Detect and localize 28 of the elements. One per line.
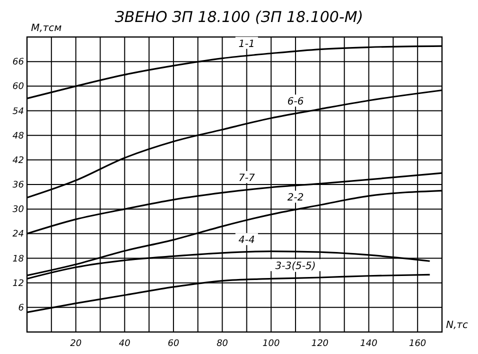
series-label: 3-3(5-5): [275, 261, 316, 272]
series-label: 1-1: [238, 38, 255, 50]
y-tick-label: 24: [12, 230, 24, 240]
series-label: 4-4: [238, 235, 255, 246]
y-tick-label: 48: [12, 131, 24, 142]
x-tick-label: 20: [70, 339, 82, 349]
x-tick-label: 60: [168, 339, 180, 349]
y-tick-label: 12: [12, 278, 24, 289]
x-axis-title: N,тс: [446, 320, 468, 331]
chart-title: ЗВЕНО ЗП 18.100 (ЗП 18.100-М): [114, 8, 364, 26]
y-tick-label: 18: [12, 254, 24, 264]
x-tick-label: 40: [118, 339, 131, 349]
x-tick-label: 120: [311, 339, 329, 349]
series-label: 7-7: [238, 173, 256, 184]
y-tick-label: 60: [12, 82, 24, 92]
x-tick-label: 160: [408, 339, 426, 349]
series-label: 6-6: [287, 96, 304, 108]
x-tick-label: 100: [262, 339, 280, 349]
y-tick-label: 54: [12, 106, 24, 117]
y-axis-title: М,тсм: [31, 23, 62, 34]
y-tick-label: 30: [12, 205, 24, 216]
x-tick-label: 140: [360, 339, 378, 349]
series-label: 2-2: [287, 192, 304, 204]
x-tick-label: 80: [216, 339, 228, 349]
y-tick-label: 36: [12, 180, 24, 190]
y-tick-label: 6: [18, 303, 24, 314]
y-tick-label: 42: [12, 156, 24, 166]
y-tick-label: 66: [12, 58, 24, 68]
